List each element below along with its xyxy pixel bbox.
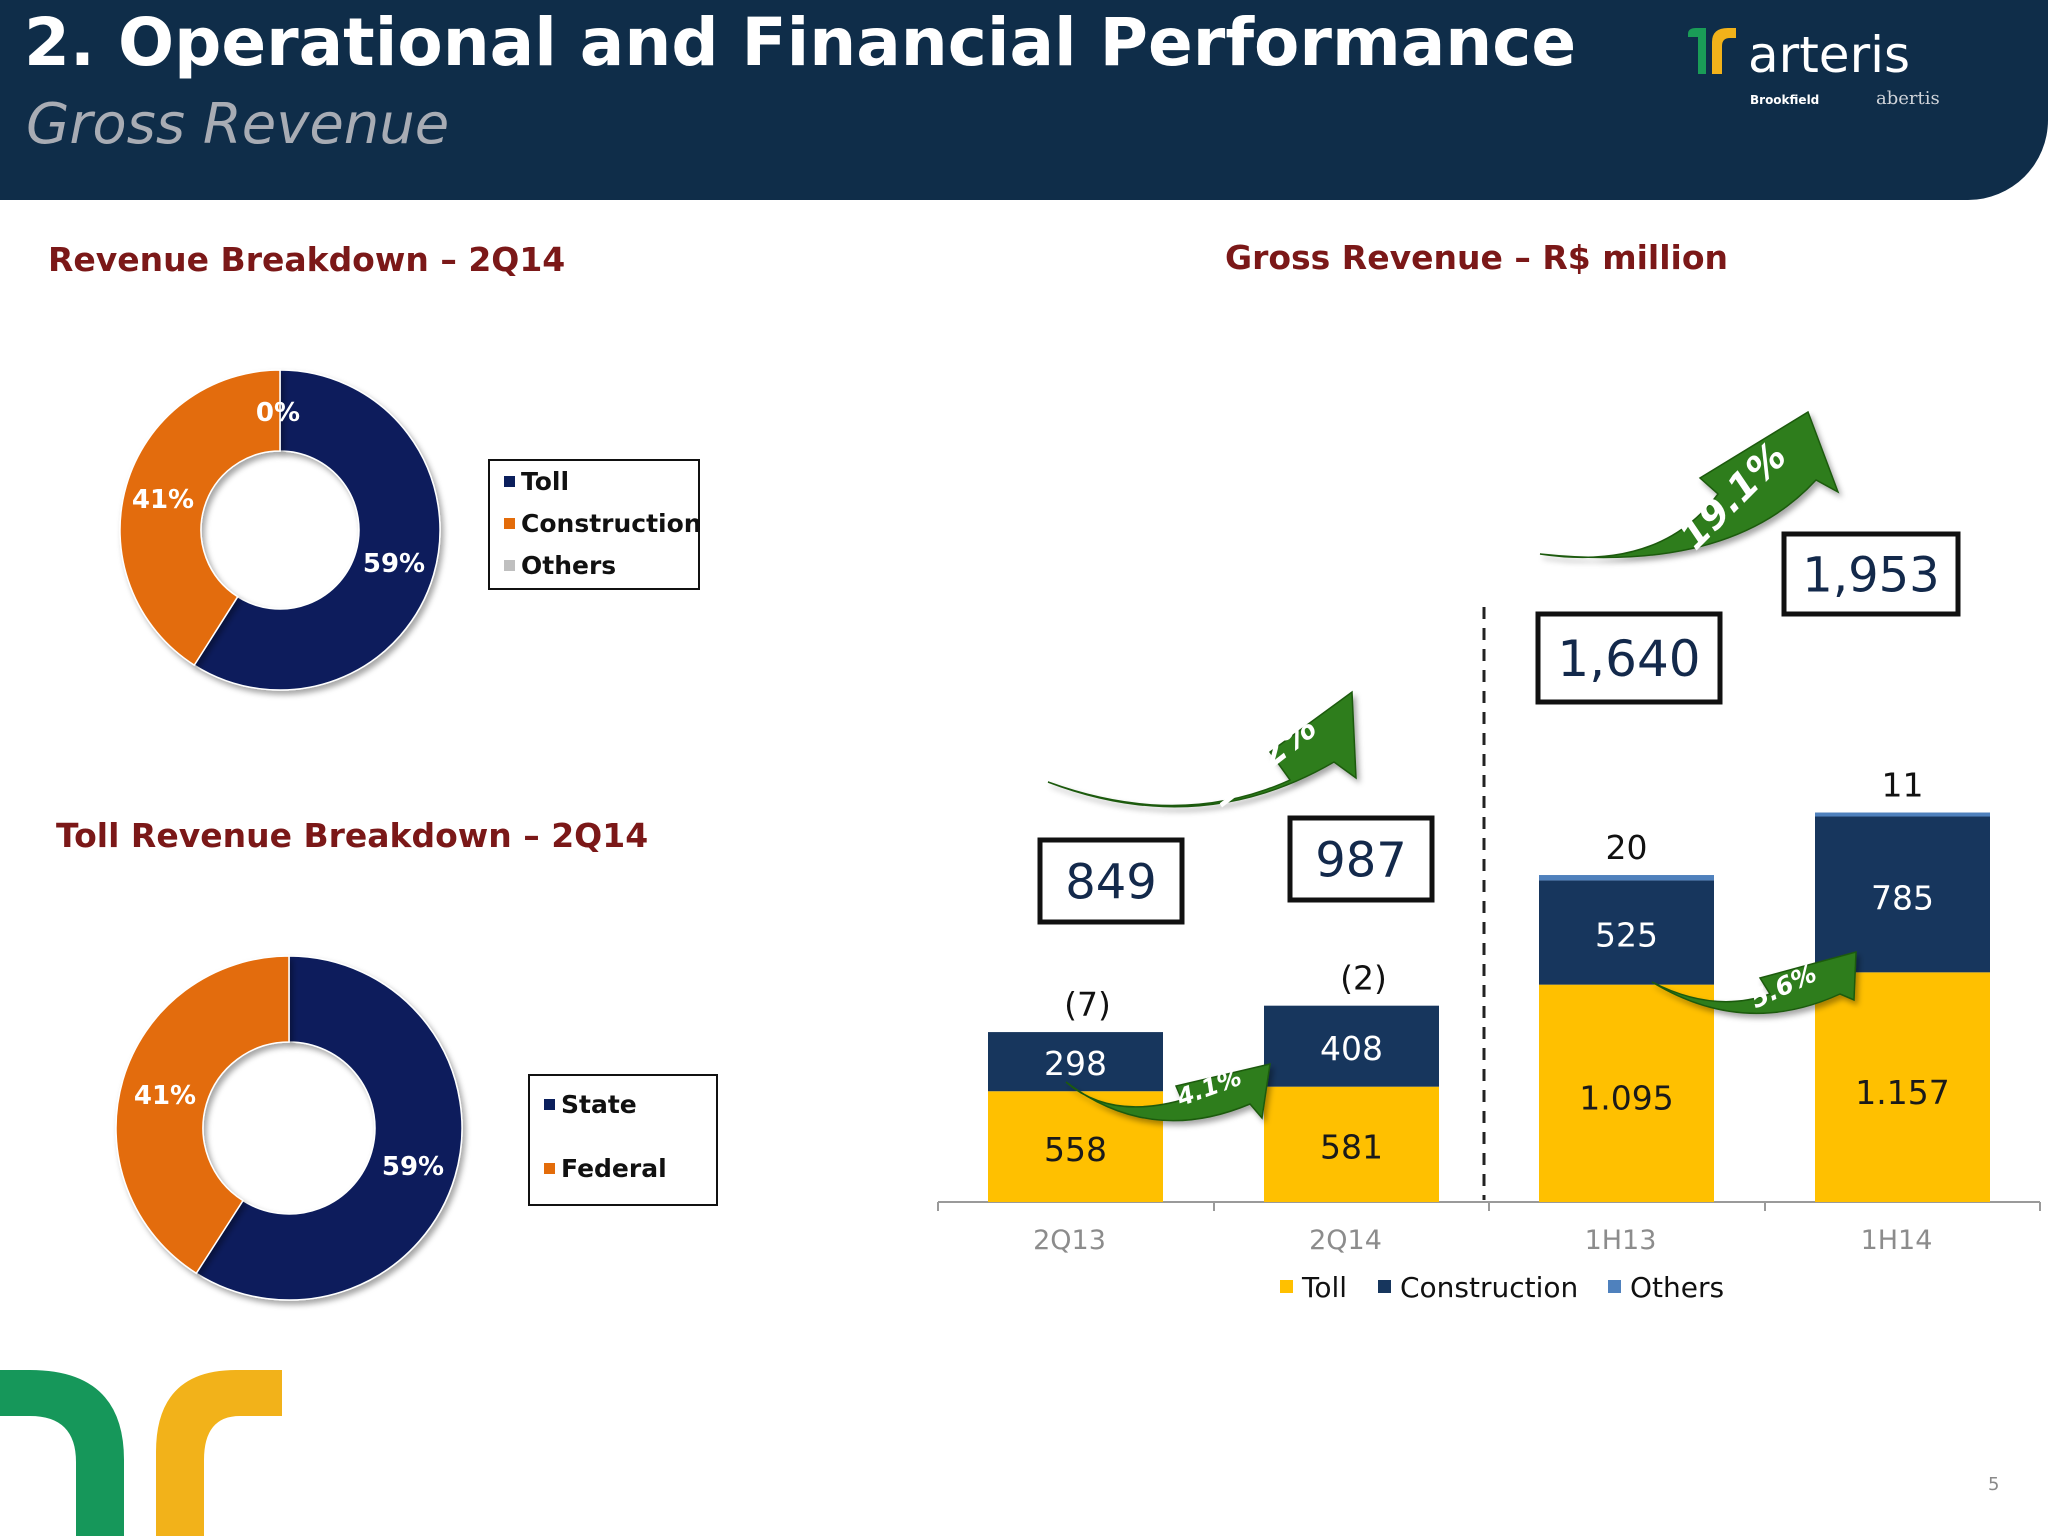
bar-construction-1H14 xyxy=(1815,816,1990,973)
toll-breakdown-title: Toll Revenue Breakdown – 2Q14 xyxy=(56,816,649,855)
page-title: 2. Operational and Financial Performance xyxy=(24,4,1577,81)
page-number: 5 xyxy=(1988,1474,2000,1495)
toll-donut-slice-federal xyxy=(115,955,290,1275)
others-value-label: 20 xyxy=(1606,828,1648,867)
arteris-mark-icon xyxy=(1688,28,1736,74)
growth-total-quarter-arrow-icon xyxy=(1047,690,1357,808)
total-value-label: 849 xyxy=(1065,854,1157,910)
legend-item-toll: Toll xyxy=(504,467,569,496)
construction-value-label: 785 xyxy=(1871,879,1934,918)
logo-partner-brookfield: Brookfield xyxy=(1750,93,1819,107)
logo-partner-abertis: abertis xyxy=(1876,88,1940,109)
total-box-2Q13 xyxy=(1037,837,1185,925)
bar-construction-1H13 xyxy=(1539,880,1714,985)
total-value-label: 987 xyxy=(1315,832,1407,888)
toll-breakdown-legend: State Federal xyxy=(528,1074,718,1206)
total-box-1H13 xyxy=(1535,611,1723,705)
corner-brand-mark-icon xyxy=(0,1370,282,1536)
legend-swatch-icon xyxy=(504,559,515,571)
construction-value-label: 408 xyxy=(1320,1029,1383,1068)
page-subtitle: Gross Revenue xyxy=(26,92,450,157)
legend-swatch-icon xyxy=(504,517,515,529)
growth-toll-half-arrow-icon xyxy=(1651,951,1857,1015)
legend-label: Federal xyxy=(561,1154,667,1183)
others-value-label: (2) xyxy=(1340,959,1387,998)
legend-item-construction: Construction xyxy=(504,509,702,538)
bar-others-1H13 xyxy=(1539,875,1714,881)
x-tick-label: 2Q13 xyxy=(1033,1225,1106,1256)
legend-item-federal: Federal xyxy=(544,1154,667,1183)
construction-value-label: 525 xyxy=(1595,916,1658,955)
x-tick-label: 1H14 xyxy=(1861,1225,1933,1256)
logo-wordmark: arteris xyxy=(1748,26,1910,84)
toll-value-label: 581 xyxy=(1320,1128,1383,1167)
toll-value-label: 558 xyxy=(1044,1130,1107,1169)
growth-total-half-arrow-icon xyxy=(1539,410,1840,559)
bar-legend-label-others: Others xyxy=(1630,1271,1724,1304)
revenue-donut-value-label: 59% xyxy=(363,549,425,579)
total-value-label: 1,640 xyxy=(1557,630,1700,688)
legend-label: Construction xyxy=(521,509,702,538)
legend-swatch-icon xyxy=(1280,1280,1293,1293)
toll-donut-value-label: 41% xyxy=(134,1081,196,1111)
toll-donut-slice-state xyxy=(195,955,463,1301)
revenue-breakdown-legend: Toll Construction Others xyxy=(488,459,702,590)
bar-toll-1H14 xyxy=(1815,972,1990,1202)
total-box-1H14 xyxy=(1781,531,1961,617)
legend-label: Toll xyxy=(521,467,570,496)
bar-legend-label-construction: Construction xyxy=(1400,1271,1578,1304)
revenue-donut-slice-toll xyxy=(193,369,441,691)
bar-toll-1H13 xyxy=(1539,984,1714,1202)
others-value-label: 11 xyxy=(1882,766,1924,805)
toll-value-label: 1.095 xyxy=(1579,1079,1673,1118)
total-value-label: 1,953 xyxy=(1802,547,1939,603)
bar-legend-label-toll: Toll xyxy=(1301,1271,1347,1304)
revenue-donut-slice-construction xyxy=(119,369,281,667)
bar-construction-2Q13 xyxy=(988,1032,1163,1092)
bar-construction-2Q14 xyxy=(1264,1005,1439,1087)
x-tick-label: 1H13 xyxy=(1585,1225,1657,1256)
arteris-logo: arteris Brookfield abertis xyxy=(1688,26,1940,109)
legend-swatch-icon xyxy=(544,1162,555,1174)
header-banner: 2. Operational and Financial Performance… xyxy=(0,0,2048,200)
legend-item-others: Others xyxy=(504,551,616,580)
construction-value-label: 298 xyxy=(1044,1044,1107,1083)
others-value-label: (7) xyxy=(1064,985,1111,1024)
toll-value-label: 1.157 xyxy=(1855,1073,1949,1112)
total-box-2Q14 xyxy=(1287,815,1435,903)
legend-item-state: State xyxy=(544,1090,637,1119)
legend-swatch-icon xyxy=(1378,1280,1391,1293)
revenue-breakdown-title: Revenue Breakdown – 2Q14 xyxy=(48,240,566,279)
gross-revenue-title: Gross Revenue – R$ million xyxy=(1225,238,1728,277)
legend-swatch-icon xyxy=(1608,1280,1621,1293)
legend-label: State xyxy=(561,1090,637,1119)
revenue-donut-value-label: 41% xyxy=(132,485,194,515)
legend-swatch-icon xyxy=(544,1098,555,1110)
revenue-donut-value-label: 0% xyxy=(256,398,300,428)
bar-others-1H14 xyxy=(1815,812,1990,817)
growth-toll-quarter-arrow-icon xyxy=(1065,1063,1271,1122)
x-tick-label: 2Q14 xyxy=(1309,1225,1382,1256)
bar-toll-2Q14 xyxy=(1264,1086,1439,1202)
legend-swatch-icon xyxy=(504,475,515,487)
toll-donut-value-label: 59% xyxy=(382,1152,444,1182)
legend-label: Others xyxy=(521,551,617,580)
